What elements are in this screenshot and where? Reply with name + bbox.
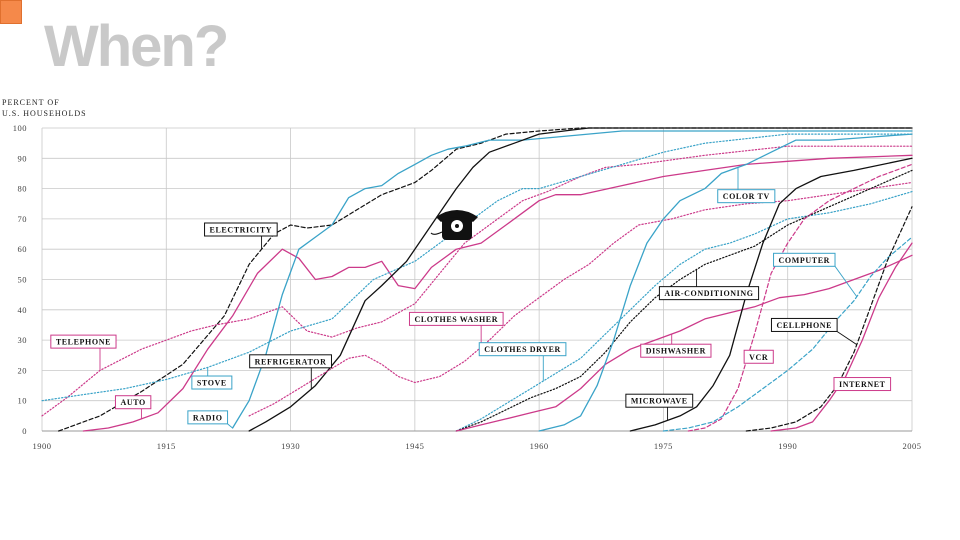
y-tick-label: 50: [18, 275, 28, 285]
chart-callouts: ELECTRICITY TELEPHONE AUTO STOVE RADIO REFRIG…: [50, 167, 892, 429]
callout-refrigerator: REFRIGERATOR: [249, 354, 332, 390]
slide-title: When?: [44, 14, 229, 79]
callout-label-auto: AUTO: [120, 398, 145, 407]
y-tick-label: 30: [18, 335, 28, 345]
y-tick-label: 80: [18, 184, 28, 194]
callout-label-vcr: VCR: [749, 353, 768, 362]
y-tick-label: 70: [18, 214, 28, 224]
series-line-clothes-dryer: [455, 191, 913, 432]
x-tick-label: 1900: [33, 441, 52, 451]
callout-box: [204, 222, 278, 237]
callout-color-tv: COLOR TV: [717, 167, 776, 204]
series-line-air-conditioning: [455, 169, 913, 432]
series-line-computer: [662, 236, 913, 432]
y-tick-label: 0: [22, 426, 27, 436]
callout-box: [743, 349, 774, 364]
callout-clothes-dryer: CLOTHES DRYER: [478, 342, 567, 382]
series-line-internet: [770, 242, 913, 432]
callout-label-computer: COMPUTER: [779, 256, 830, 265]
callout-label-electricity: ELECTRICITY: [210, 226, 273, 235]
callout-leader: [227, 423, 233, 429]
callout-box: [50, 334, 117, 349]
callout-label-stove: STOVE: [197, 379, 227, 388]
series-line-color-tv: [538, 133, 913, 432]
callout-box: [249, 354, 332, 369]
callout-clothes-washer: CLOTHES WASHER: [408, 311, 504, 348]
callout-computer: COMPUTER: [773, 252, 858, 297]
callout-label-refrigerator: REFRIGERATOR: [255, 357, 327, 366]
x-tick-label: 1975: [654, 441, 673, 451]
chart-series: [41, 127, 913, 432]
series-line-cellphone: [745, 206, 913, 432]
y-tick-label: 60: [18, 244, 28, 254]
x-tick-label: 1945: [405, 441, 424, 451]
callout-box: [658, 286, 760, 301]
callout-internet: INTERNET: [833, 376, 892, 392]
callout-box: [408, 311, 504, 326]
callout-air-conditioning: AIR-CONDITIONING: [658, 269, 760, 301]
callout-leader: [836, 331, 858, 346]
callout-box: [625, 393, 694, 408]
y-tick-label: 40: [18, 305, 28, 315]
callout-microwave: MICROWAVE: [625, 393, 694, 421]
callout-label-cellphone: CELLPHONE: [776, 321, 832, 330]
series-line-radio: [231, 130, 913, 429]
callout-label-telephone: TELEPHONE: [56, 338, 111, 347]
telephone-icon: [430, 210, 478, 240]
callout-cellphone: CELLPHONE: [770, 317, 858, 346]
slide-accent-square: [0, 0, 22, 24]
callout-box: [640, 343, 712, 358]
series-line-auto: [82, 154, 913, 432]
callout-leader: [834, 266, 858, 297]
y-tick-label: 100: [13, 123, 27, 133]
callout-stove: STOVE: [191, 367, 233, 390]
callout-box: [187, 410, 229, 425]
callout-electricity: ELECTRICITY: [204, 222, 278, 250]
callout-auto: AUTO: [114, 395, 152, 419]
callout-dishwasher: DISHWASHER: [640, 334, 712, 358]
callout-radio: RADIO: [187, 410, 233, 429]
callout-box: [770, 317, 838, 332]
callout-label-air-conditioning: AIR-CONDITIONING: [664, 289, 753, 298]
y-tick-label: 90: [18, 153, 28, 163]
series-line-refrigerator: [248, 127, 913, 432]
callout-box: [114, 395, 152, 410]
x-tick-label: 1960: [530, 441, 549, 451]
callout-box: [191, 375, 233, 390]
callout-telephone: TELEPHONE: [50, 334, 117, 371]
series-line-stove: [41, 133, 913, 402]
series-line-dishwasher: [455, 254, 913, 432]
callout-label-clothes-dryer: CLOTHES DRYER: [484, 345, 561, 354]
x-tick-label: 2005: [903, 441, 922, 451]
y-tick-label: 10: [18, 396, 28, 406]
x-tick-label: 1930: [281, 441, 300, 451]
series-line-clothes-washer: [248, 181, 913, 417]
x-tick-label: 1990: [778, 441, 797, 451]
y-tick-label: 20: [18, 365, 28, 375]
callout-label-microwave: MICROWAVE: [631, 397, 688, 406]
callout-box: [478, 342, 567, 357]
chart-grid: [41, 127, 913, 432]
callout-label-dishwasher: DISHWASHER: [646, 347, 706, 356]
callout-label-internet: INTERNET: [839, 380, 886, 389]
chart-axes: 0 10 20 30 40 50 60 70 80 90 100 1900 1915 1930 1945 19…: [13, 123, 922, 451]
callout-box: [833, 377, 892, 392]
callout-vcr: VCR: [743, 349, 774, 364]
callout-label-color-tv: COLOR TV: [723, 192, 770, 201]
x-tick-label: 1915: [157, 441, 176, 451]
callout-box: [717, 189, 776, 204]
series-line-telephone: [41, 145, 913, 417]
callout-box: [773, 252, 836, 267]
series-line-electricity: [58, 127, 913, 432]
y-axis-label: PERCENT OF U.S. HOUSEHOLDS: [2, 98, 87, 118]
callout-label-clothes-washer: CLOTHES WASHER: [414, 315, 498, 324]
callout-label-radio: RADIO: [193, 413, 223, 422]
